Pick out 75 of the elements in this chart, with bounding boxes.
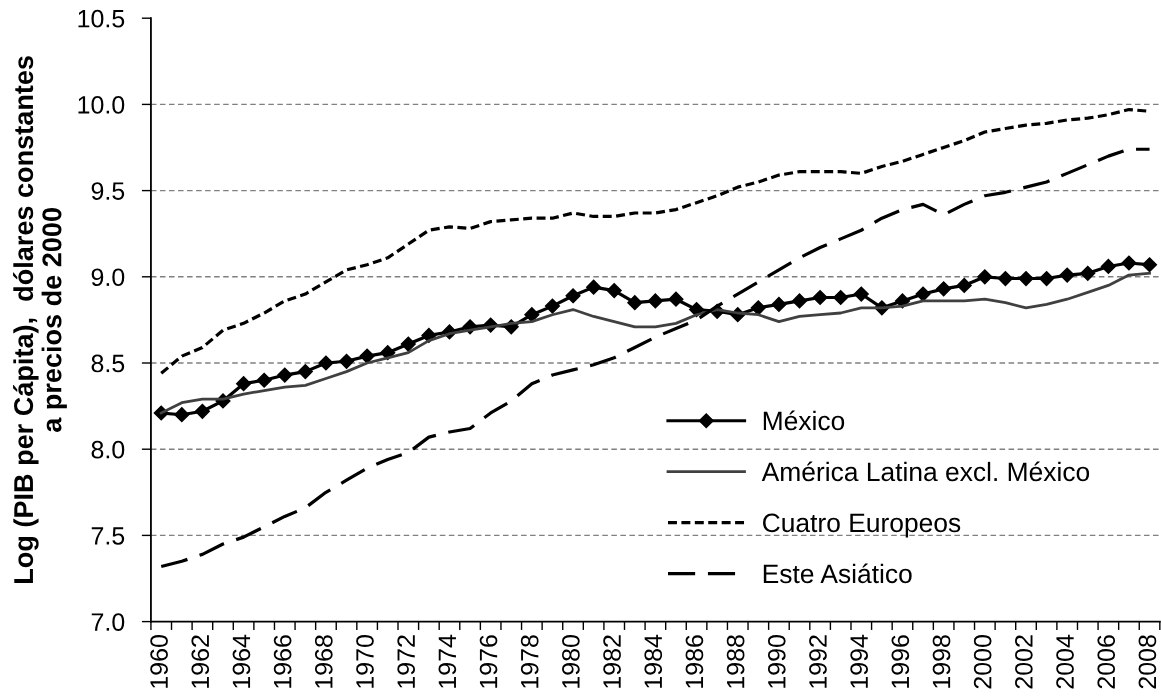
point — [194, 403, 210, 419]
point — [338, 353, 355, 369]
point — [668, 291, 684, 307]
x-tick-label: 2000 — [973, 635, 992, 689]
point — [771, 296, 787, 312]
point — [359, 348, 375, 364]
point — [421, 327, 437, 343]
x-tick-label: 1960 — [150, 635, 168, 688]
point — [1039, 270, 1055, 287]
point — [606, 283, 622, 299]
x-tick-label: 1980 — [562, 635, 580, 688]
point — [1059, 267, 1075, 283]
x-tick-label: 1992 — [809, 635, 827, 688]
legend-label: Cuatro Europeos — [763, 513, 961, 538]
x-tick-label: 1968 — [314, 635, 333, 688]
legend-label: Este Asiático — [763, 563, 912, 584]
point — [750, 300, 766, 316]
y-tick-label: 7.5 — [91, 527, 125, 545]
x-tick-label: 1982 — [603, 635, 621, 688]
point — [812, 289, 828, 306]
x-tick-label: 1998 — [932, 635, 951, 688]
y-tick-label: 7.0 — [91, 613, 125, 631]
x-tick-label: 2004 — [1056, 634, 1074, 689]
point — [318, 355, 334, 371]
point — [1141, 257, 1158, 273]
x-tick-label: 1962 — [191, 635, 210, 688]
x-tick-label: 1994 — [850, 634, 868, 688]
legend-label: México — [763, 410, 845, 431]
point — [524, 307, 540, 323]
y-tick-label: 9.0 — [91, 268, 125, 287]
point — [236, 376, 252, 392]
y-tick-label: 9.5 — [91, 182, 125, 200]
point — [956, 277, 972, 293]
point — [1121, 255, 1137, 271]
x-tick-label: 1976 — [479, 635, 498, 688]
x-tick-label: 1996 — [891, 635, 910, 688]
point — [256, 372, 272, 388]
x-tick-label: 2002 — [1015, 635, 1033, 689]
point — [1100, 258, 1116, 275]
x-tick-label: 1972 — [397, 635, 416, 688]
point — [647, 293, 663, 309]
point — [791, 293, 808, 309]
y-tick-label: 8.5 — [91, 354, 125, 373]
point — [1080, 265, 1096, 281]
point — [1018, 270, 1034, 287]
legend-label: América Latina excl. México — [761, 461, 1090, 482]
point — [915, 286, 931, 302]
y-tick-label: 8.0 — [91, 440, 125, 459]
x-tick-label: 2006 — [1097, 635, 1116, 689]
x-tick-label: 1988 — [726, 635, 745, 688]
point — [400, 336, 416, 352]
point — [936, 281, 952, 297]
y-tick-label: 10.5 — [78, 9, 125, 28]
point — [277, 367, 293, 383]
point — [544, 298, 561, 314]
point — [174, 407, 190, 423]
x-tick-label: 1984 — [644, 634, 663, 688]
point — [833, 289, 849, 306]
point — [977, 269, 993, 285]
x-tick-label: 1964 — [232, 634, 251, 688]
y-axis-title: Log (PIB per Cápita), dólares constantes a precios de 2000 — [13, 56, 67, 583]
point — [997, 270, 1013, 287]
point — [853, 286, 869, 302]
x-tick-label: 1974 — [438, 634, 457, 688]
point — [586, 279, 602, 295]
y-tick-label: 10.0 — [78, 96, 125, 114]
x-tick-label: 1990 — [767, 635, 786, 688]
point — [627, 295, 643, 311]
x-tick-label: 1978 — [520, 635, 539, 688]
x-tick-label: 1966 — [273, 635, 292, 688]
x-tick-label: 2008 — [1138, 635, 1157, 689]
x-tick-label: 1986 — [685, 635, 704, 688]
point — [565, 288, 581, 304]
point — [297, 364, 313, 380]
x-tick-label: 1970 — [356, 635, 374, 688]
